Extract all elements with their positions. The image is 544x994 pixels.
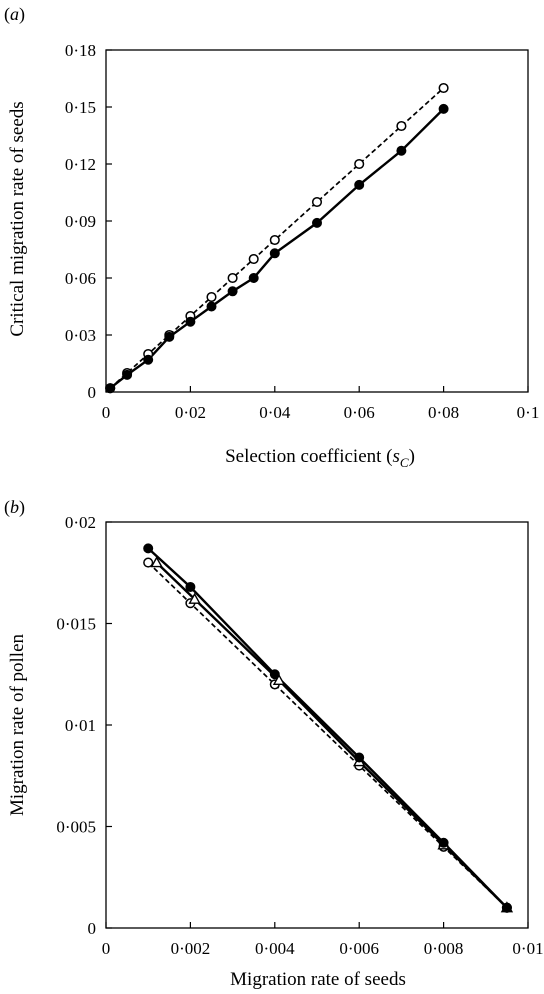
x-tick-label: 0·04 [259,403,291,422]
data-point-open-circle [438,82,449,94]
data-point-filled-circle [396,145,407,156]
x-tick-label: 0·006 [339,939,379,958]
data-point-open-circle [354,158,365,170]
y-tick-label: 0·15 [65,98,96,117]
data-point-open-circle [206,291,217,303]
x-axis-title-b: Migration rate of seeds [230,969,406,990]
x-tick-label: 0·008 [424,939,464,958]
data-point-filled-circle [438,103,449,114]
x-tick-label: 0·06 [344,403,375,422]
data-point-open-triangle [272,673,286,686]
data-point-filled-circle [143,354,154,365]
data-point-open-circle [269,234,280,246]
data-point-filled-circle [248,273,259,283]
y-tick-label: 0 [88,919,97,938]
data-point-filled-circle [227,286,238,297]
data-point-filled-circle [164,331,175,342]
y-tick-label: 0·01 [65,716,96,735]
data-point-filled-circle [185,581,196,592]
x-axis-title-a: Selection coefficient (sC) [225,446,415,470]
y-tick-label: 0·18 [65,41,96,60]
data-point-filled-circle [438,837,449,848]
data-point-filled-circle [206,301,217,312]
data-point-filled-circle [501,902,512,913]
data-point-open-circle [311,196,323,208]
series-line-dashed [147,561,508,909]
y-tick-label: 0·015 [56,615,96,634]
data-point-open-triangle [150,556,163,568]
data-point-open-circle [396,120,407,132]
data-point-filled-circle [354,752,365,763]
data-point-filled-circle [269,248,280,259]
x-tick-label: 0 [102,939,111,958]
data-point-open-triangle [188,592,201,604]
y-axis-title-a: Critical migration rate of seeds [7,101,28,336]
y-tick-label: 0 [88,383,97,402]
y-tick-label: 0·09 [65,212,96,231]
x-tick-label: 0·1 [517,403,540,422]
data-point-filled-circle [122,369,133,380]
data-point-filled-circle [105,383,116,394]
data-point-open-circle [143,557,154,568]
data-point-filled-circle [185,316,196,327]
y-tick-label: 0·005 [56,818,96,837]
panel-a-label: (a) [4,4,25,25]
y-tick-label: 0·12 [65,155,96,174]
ticks-a: 0 0·02 0·04 0·06 0·08 0·1 0 0·03 0·06 0·09 0·12 0·1… [65,41,540,422]
data-point-filled-circle [143,543,154,554]
data-point-filled-circle [269,669,280,680]
panel-b: (b) 0 0·002 0·004 0·006 0·008 0·0100·0050·010… [4,497,544,990]
x-tick-label: 0·002 [171,939,211,958]
series-line-solid [147,547,508,909]
y-tick-label: 0·03 [65,326,96,345]
x-tick-label: 0·004 [255,939,295,958]
data-point-filled-circle [312,217,322,228]
data-point-open-circle [248,253,259,265]
series-line-solid [109,108,445,390]
x-tick-label: 0·08 [428,403,459,422]
x-tick-label: 0·02 [175,403,206,422]
data-point-filled-circle [354,179,365,190]
series-a [105,82,449,394]
y-tick-label: 0·02 [65,513,96,532]
x-tick-label: 0·01 [512,939,543,958]
data-point-open-circle [227,272,238,284]
panel-a: (a) 0 0·02 0·04 0·06 0·08 0·1 0 0·03 0·06 0·09 0·1… [4,4,539,470]
x-tick-label: 0 [102,403,111,422]
series-b [143,543,514,913]
ticks-b: 0 0·002 0·004 0·006 0·008 0·01 0 0·005 0·01 0·015… [56,513,543,958]
series-line-solid [155,561,508,909]
panel-b-label: (b) [4,497,25,518]
y-tick-label: 0·06 [65,269,96,288]
y-axis-title-b: Migration rate of pollen [7,633,28,816]
